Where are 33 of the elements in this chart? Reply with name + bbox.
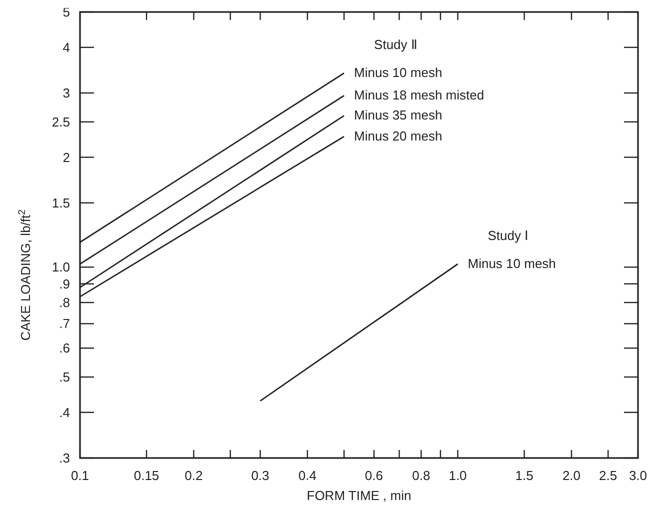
y-tick-label: .3: [59, 450, 70, 466]
x-tick-label: 0.6: [364, 468, 383, 483]
series-label: Minus 10 mesh: [354, 65, 442, 80]
x-tick-label: 2.5: [599, 468, 618, 483]
series-label: Minus 20 mesh: [354, 128, 442, 144]
x-tick-label: 1.0: [448, 468, 467, 483]
y-tick-label: 2.5: [52, 114, 70, 130]
y-tick-label: 3: [62, 85, 70, 100]
annotation: Study Ⅰ: [488, 228, 529, 243]
x-tick-label: 0.3: [251, 468, 270, 483]
y-tick-label: 1.5: [52, 195, 70, 210]
y-tick-label: .6: [59, 340, 70, 356]
series-label: Minus 10 mesh: [468, 256, 556, 271]
y-tick-label: .4: [59, 404, 70, 420]
y-tick-label: .7: [59, 316, 70, 332]
x-tick-label: 3.0: [628, 468, 648, 483]
x-tick-label: 1.5: [515, 468, 534, 483]
x-tick-label: 0.1: [70, 468, 90, 483]
y-tick-label: 2: [62, 150, 70, 165]
series-label: Minus 18 mesh misted: [354, 88, 484, 103]
x-axis-title: FORM TIME , min: [306, 488, 412, 503]
x-tick-label: 0.8: [412, 468, 430, 483]
annotation: Study Ⅱ: [374, 37, 417, 52]
y-tick-label: 1.0: [52, 260, 70, 275]
y-tick-label: .8: [59, 295, 70, 310]
x-tick-label: 0.15: [134, 468, 160, 483]
x-tick-label: 2.0: [562, 468, 581, 483]
x-tick-label: 0.2: [184, 468, 203, 483]
y-tick-label: .5: [59, 370, 70, 385]
series-label: Minus 35 mesh: [354, 108, 442, 123]
x-tick-label: 0.4: [298, 468, 316, 483]
y-tick-label: .9: [59, 276, 70, 292]
y-tick-label: 4: [62, 40, 70, 55]
